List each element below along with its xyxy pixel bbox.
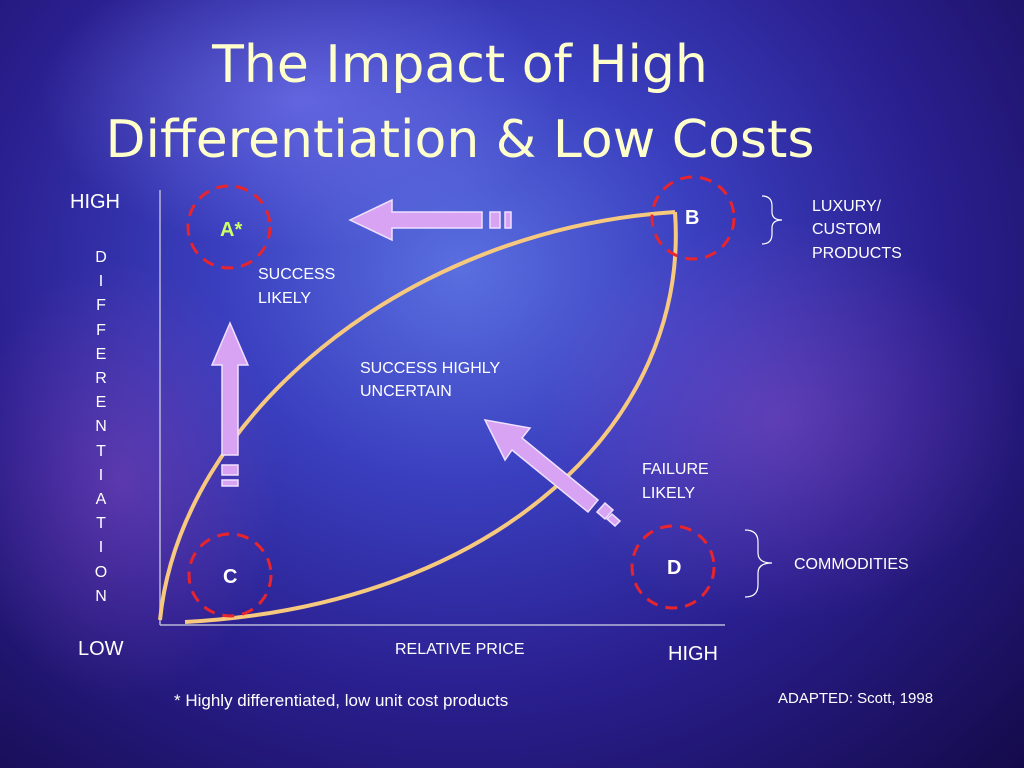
group-label: PRODUCTS xyxy=(812,245,902,262)
region-label: SUCCESS HIGHLY xyxy=(360,360,501,377)
region-label: LIKELY xyxy=(258,290,312,307)
region-label: SUCCESS xyxy=(258,266,336,283)
y-axis-low: LOW xyxy=(78,638,124,660)
group-label: CUSTOM xyxy=(812,221,882,238)
region-label: UNCERTAIN xyxy=(360,383,452,400)
arrow-tail xyxy=(221,479,239,487)
arrow-tail xyxy=(221,464,239,476)
group-label: COMMODITIES xyxy=(794,556,909,573)
brace xyxy=(744,529,773,598)
arrow-tail xyxy=(605,512,622,528)
bg-glow xyxy=(540,220,1020,620)
bg-glow xyxy=(40,0,560,250)
node-circle xyxy=(186,184,272,270)
y-axis-label: DIFFERENTIATION xyxy=(94,249,108,605)
x-axis-label: RELATIVE PRICE xyxy=(395,641,525,658)
arrow-tail xyxy=(595,501,615,521)
y-axis-high: HIGH xyxy=(70,191,120,213)
node-circle xyxy=(630,524,716,610)
source: ADAPTED: Scott, 1998 xyxy=(778,690,934,707)
arrow xyxy=(483,419,600,514)
arrow xyxy=(348,198,483,242)
node-label: C xyxy=(223,566,238,588)
title: Differentiation & Low Costs xyxy=(105,110,815,170)
arrow-tail xyxy=(489,211,501,229)
node-label: D xyxy=(667,557,682,579)
brace xyxy=(761,195,783,245)
x-axis-high: HIGH xyxy=(668,643,718,665)
node-label: B xyxy=(685,207,700,229)
bg-glow xyxy=(0,260,280,700)
node-label: A* xyxy=(220,219,243,241)
title: The Impact of High xyxy=(212,35,708,95)
region-label: FAILURE xyxy=(642,461,709,478)
footnote: * Highly differentiated, low unit cost p… xyxy=(174,691,509,710)
curve xyxy=(184,211,678,624)
group-label: LUXURY/ xyxy=(812,198,882,215)
curve xyxy=(158,210,676,621)
arrow-tail xyxy=(504,211,512,229)
region-label: LIKELY xyxy=(642,485,696,502)
node-circle xyxy=(187,532,273,618)
arrow xyxy=(210,321,250,456)
node-circle xyxy=(650,175,736,261)
